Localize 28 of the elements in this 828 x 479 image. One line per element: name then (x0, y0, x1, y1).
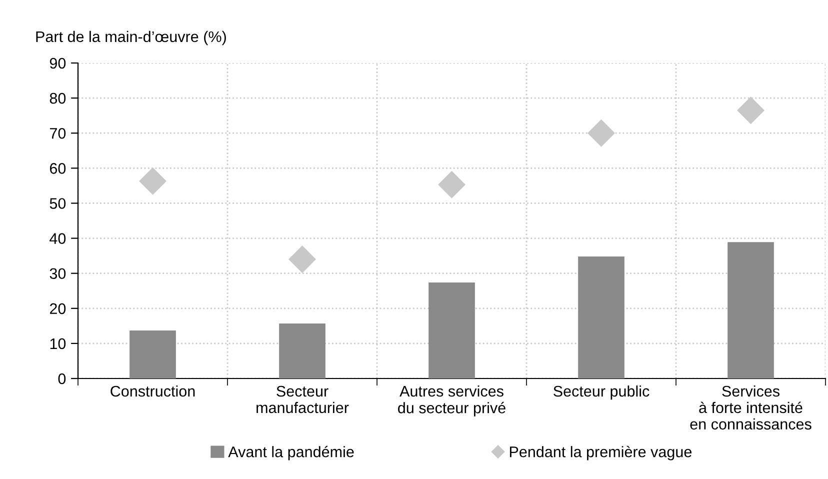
bar (578, 256, 624, 378)
x-tick-label: Construction (110, 385, 195, 397)
point (139, 168, 166, 195)
y-tick-label: 30 (50, 268, 66, 280)
x-tick-label: Autres services du secteur privé (398, 385, 506, 416)
point (288, 246, 316, 273)
y-tick-label: 80 (50, 92, 66, 104)
y-tick-label: 60 (50, 163, 66, 174)
point (438, 171, 466, 198)
y-tick-label: 0 (58, 373, 66, 384)
legend-label: Pendant la première vague (510, 446, 692, 460)
y-tick-label: 70 (50, 128, 66, 139)
bar (428, 282, 475, 378)
y-tick-label: 20 (50, 303, 66, 314)
y-axis-title: Part de la main-d’œuvre (%) (36, 30, 226, 46)
bar (130, 330, 176, 378)
x-tick-label: Secteur public (554, 385, 650, 400)
y-tick-label: 40 (50, 233, 66, 244)
point (737, 96, 764, 124)
x-tick-label: Services à forte intensité en connaissances (690, 385, 812, 430)
legend-label: Avant la pandémie (228, 446, 354, 460)
bar (728, 242, 774, 378)
y-tick-label: 50 (50, 198, 66, 209)
point (588, 120, 615, 147)
y-tick-label: 10 (50, 338, 66, 350)
x-tick-label: Secteur manufacturier (256, 386, 349, 414)
y-tick-label: 90 (50, 58, 66, 69)
bar (279, 323, 326, 378)
